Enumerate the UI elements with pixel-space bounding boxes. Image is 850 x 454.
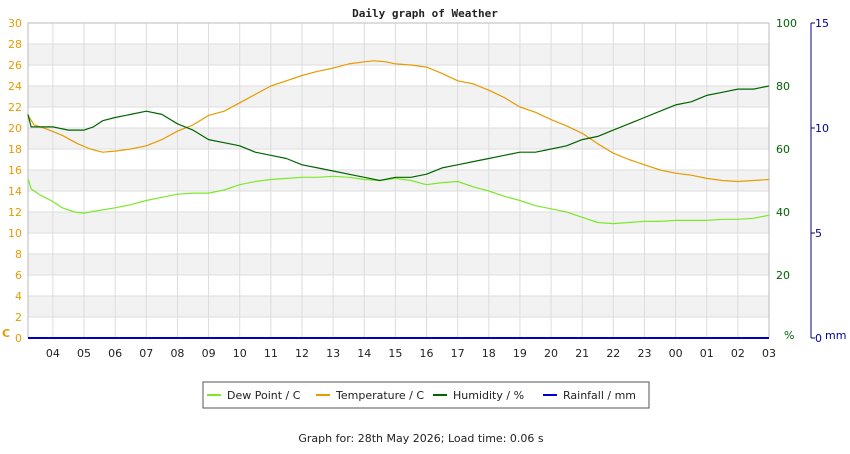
plot-band bbox=[28, 170, 769, 191]
grid-lines bbox=[28, 22, 770, 339]
left-tick-label: 18 bbox=[8, 143, 22, 156]
left-tick-label: 28 bbox=[8, 38, 22, 51]
humidity-tick-label: 80 bbox=[776, 80, 790, 93]
left-tick-label: 26 bbox=[8, 59, 22, 72]
plot-band bbox=[28, 275, 769, 296]
plot-band bbox=[28, 86, 769, 107]
tick-labels: 024681012141618202224262830C20406080100%… bbox=[2, 17, 846, 360]
x-tick-label: 10 bbox=[233, 347, 247, 360]
legend-label: Dew Point / C bbox=[227, 389, 301, 402]
plot-background bbox=[28, 23, 769, 338]
left-tick-label: 30 bbox=[8, 17, 22, 30]
humidity-unit-label: % bbox=[784, 329, 794, 342]
x-tick-label: 12 bbox=[295, 347, 309, 360]
legend-label: Humidity / % bbox=[453, 389, 524, 402]
x-tick-label: 15 bbox=[388, 347, 402, 360]
plot-band bbox=[28, 65, 769, 86]
left-unit-label: C bbox=[2, 327, 10, 340]
plot-band bbox=[28, 296, 769, 317]
plot-band bbox=[28, 254, 769, 275]
x-tick-label: 08 bbox=[170, 347, 184, 360]
x-tick-label: 06 bbox=[108, 347, 122, 360]
left-tick-label: 16 bbox=[8, 164, 22, 177]
x-tick-label: 11 bbox=[264, 347, 278, 360]
plot-band bbox=[28, 149, 769, 170]
plot-band bbox=[28, 233, 769, 254]
left-tick-label: 22 bbox=[8, 101, 22, 114]
chart-title: Daily graph of Weather bbox=[352, 7, 498, 20]
footer-text: Graph for: 28th May 2026; Load time: 0.0… bbox=[298, 432, 544, 445]
plot-band bbox=[28, 191, 769, 212]
series-line-humidity bbox=[27, 85, 770, 182]
rainfall-tick-label: 0 bbox=[815, 332, 822, 345]
x-tick-label: 14 bbox=[357, 347, 371, 360]
left-tick-label: 10 bbox=[8, 227, 22, 240]
rainfall-tick-label: 5 bbox=[815, 227, 822, 240]
left-tick-label: 24 bbox=[8, 80, 22, 93]
x-tick-label: 20 bbox=[544, 347, 558, 360]
rainfall-tick-label: 15 bbox=[815, 17, 829, 30]
plot-band bbox=[28, 317, 769, 338]
humidity-tick-label: 60 bbox=[776, 143, 790, 156]
plot-band bbox=[28, 128, 769, 149]
humidity-tick-label: 100 bbox=[776, 17, 797, 30]
rainfall-tick-label: 10 bbox=[815, 122, 829, 135]
x-tick-label: 05 bbox=[77, 347, 91, 360]
x-tick-label: 23 bbox=[637, 347, 651, 360]
x-tick-label: 01 bbox=[700, 347, 714, 360]
legend-box bbox=[202, 381, 650, 409]
x-tick-label: 07 bbox=[139, 347, 153, 360]
left-tick-label: 4 bbox=[15, 290, 22, 303]
left-tick-label: 8 bbox=[15, 248, 22, 261]
plot-band bbox=[28, 44, 769, 65]
series-line-temperature bbox=[27, 60, 770, 183]
x-tick-label: 21 bbox=[575, 347, 589, 360]
left-tick-label: 14 bbox=[8, 185, 22, 198]
left-tick-label: 12 bbox=[8, 206, 22, 219]
humidity-tick-label: 20 bbox=[776, 269, 790, 282]
series-lines bbox=[27, 60, 770, 339]
x-tick-label: 16 bbox=[420, 347, 434, 360]
x-tick-label: 17 bbox=[451, 347, 465, 360]
x-tick-label: 04 bbox=[46, 347, 60, 360]
x-tick-label: 13 bbox=[326, 347, 340, 360]
humidity-tick-label: 40 bbox=[776, 206, 790, 219]
rainfall-unit-label: mm bbox=[825, 329, 846, 342]
left-tick-label: 20 bbox=[8, 122, 22, 135]
x-tick-label: 18 bbox=[482, 347, 496, 360]
x-tick-label: 00 bbox=[669, 347, 683, 360]
legend-label: Temperature / C bbox=[335, 389, 424, 402]
left-tick-label: 0 bbox=[15, 332, 22, 345]
legend-label: Rainfall / mm bbox=[563, 389, 636, 402]
x-tick-label: 09 bbox=[202, 347, 216, 360]
left-tick-label: 6 bbox=[15, 269, 22, 282]
plot-band bbox=[28, 212, 769, 233]
plot-band bbox=[28, 23, 769, 44]
x-tick-label: 02 bbox=[731, 347, 745, 360]
x-tick-label: 03 bbox=[762, 347, 776, 360]
x-tick-label: 19 bbox=[513, 347, 527, 360]
x-tick-label: 22 bbox=[606, 347, 620, 360]
legend: Dew Point / C Temperature / C Humidity / %… bbox=[202, 381, 650, 409]
plot-band bbox=[28, 107, 769, 128]
left-tick-label: 2 bbox=[15, 311, 22, 324]
